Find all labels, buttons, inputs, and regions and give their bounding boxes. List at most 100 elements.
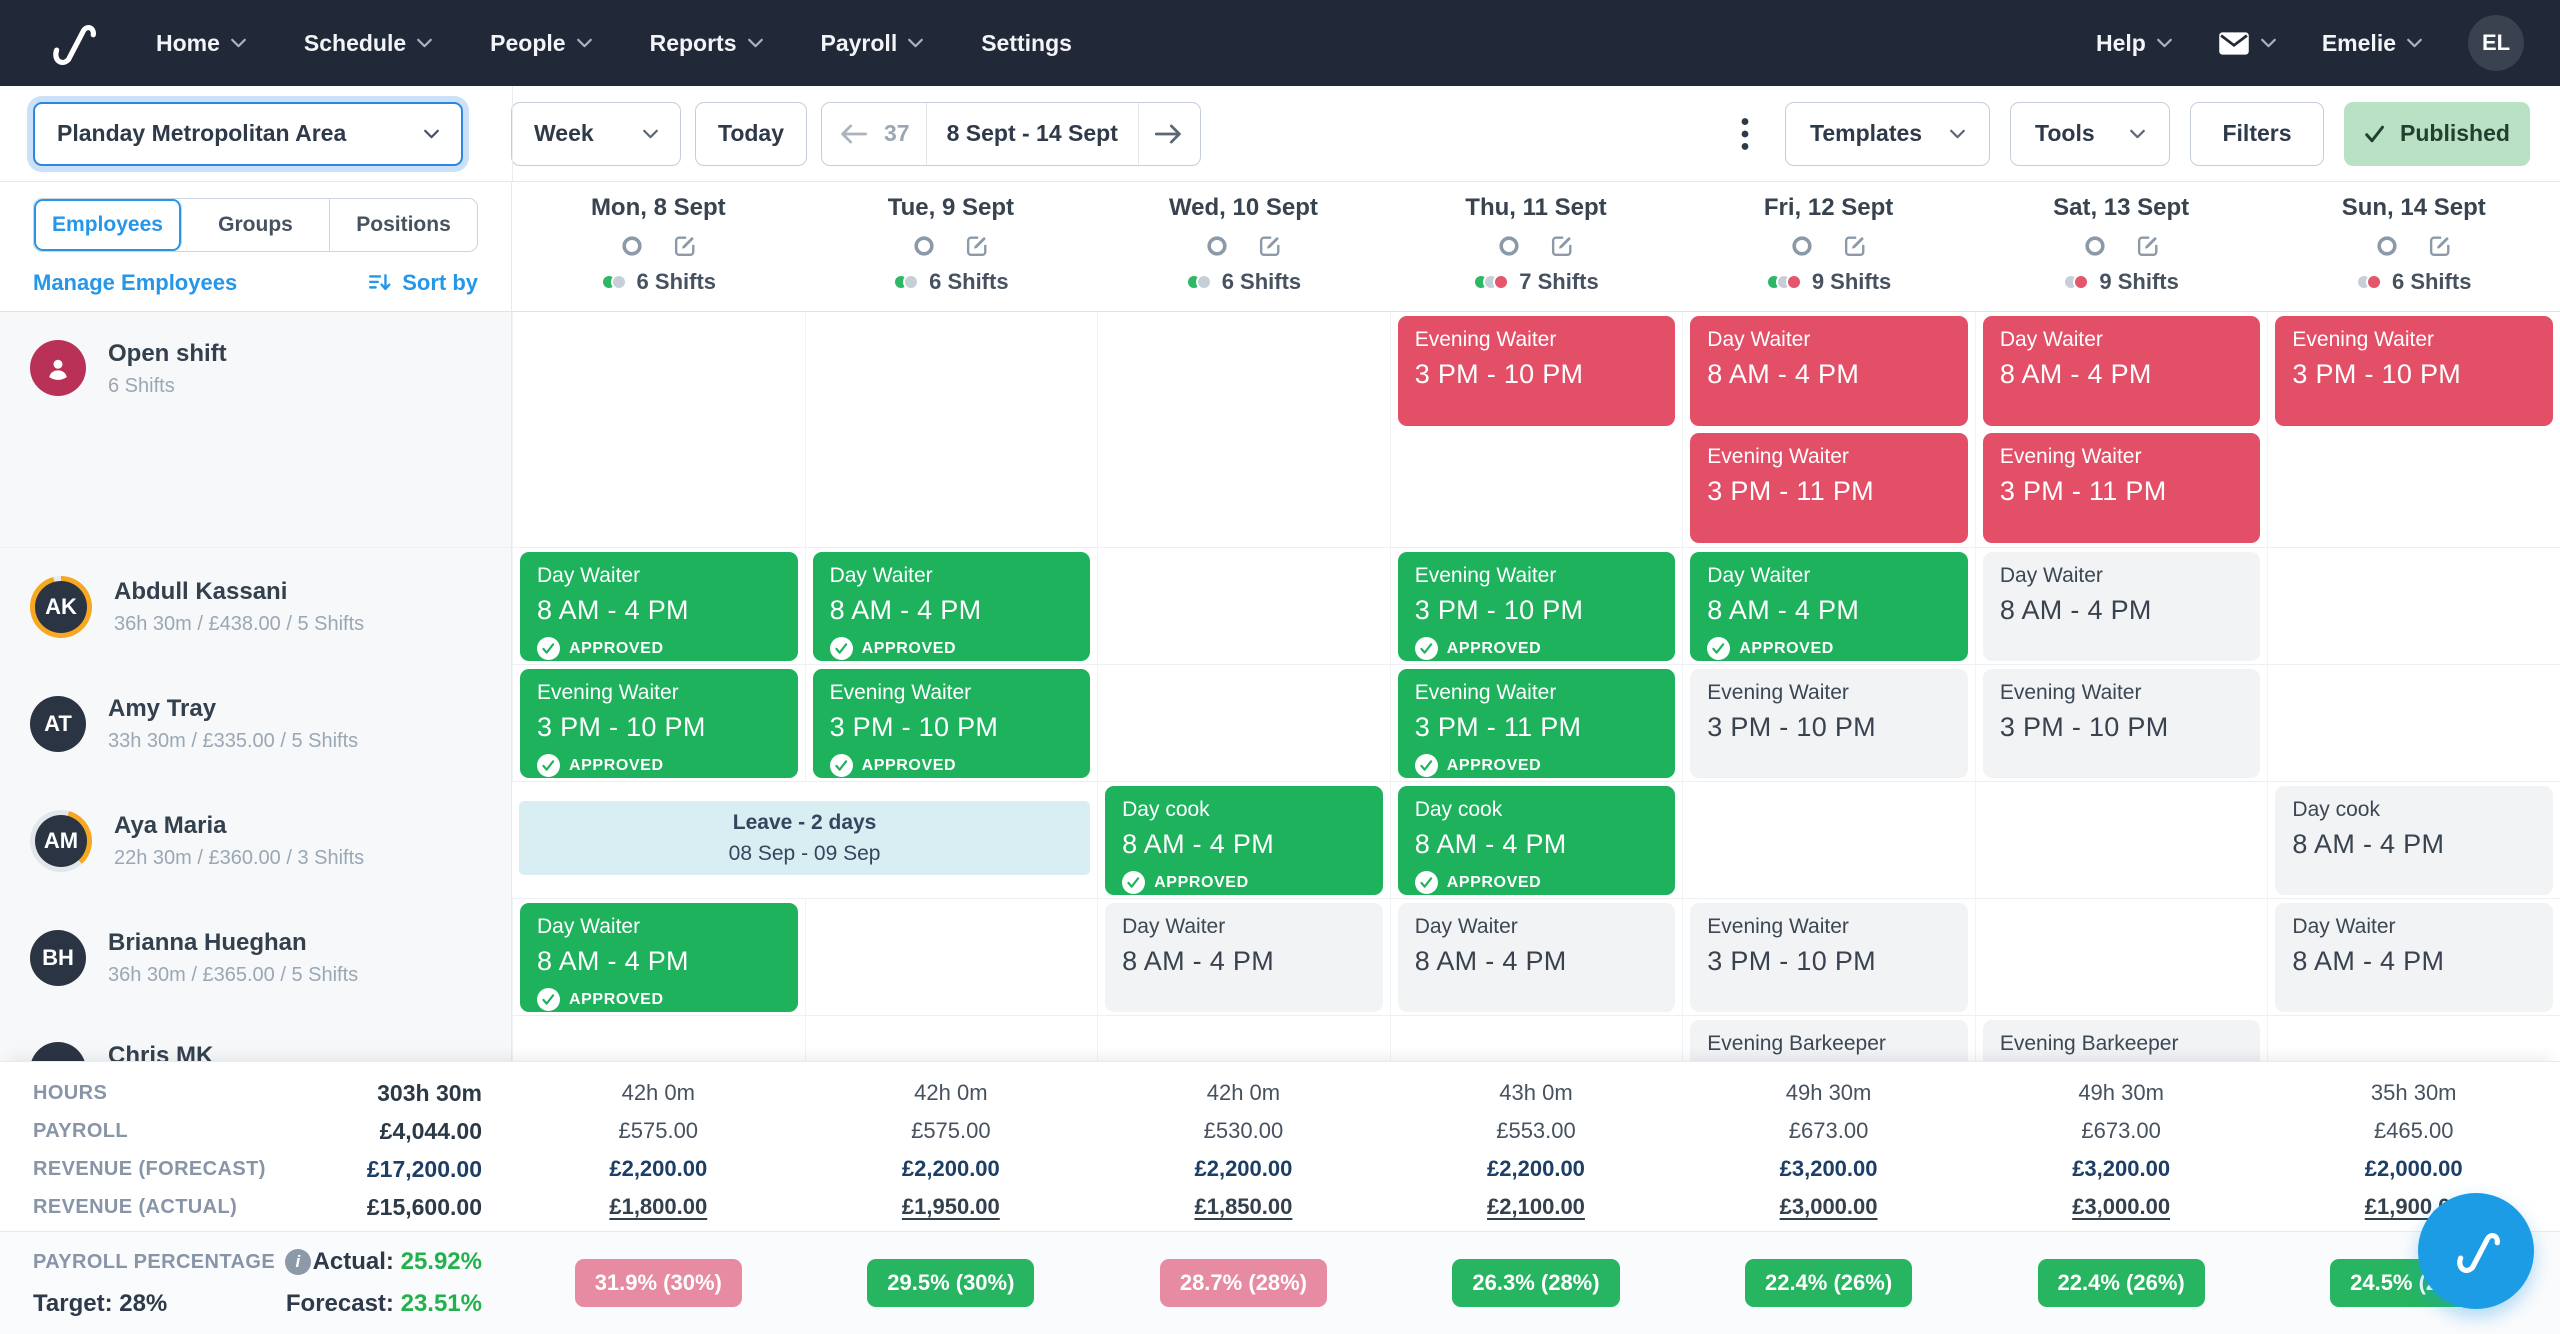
planday-logo-icon[interactable] — [36, 15, 108, 71]
visibility-icon[interactable] — [618, 232, 645, 259]
tab-groups[interactable]: Groups — [182, 199, 330, 251]
messages-menu[interactable] — [2218, 31, 2276, 56]
shift-cell[interactable]: Day Waiter 8 AM - 4 PM APPROVED — [512, 899, 805, 1016]
shift-card[interactable]: Evening Waiter 3 PM - 10 PM APPROVED — [812, 669, 1091, 778]
shift-cell[interactable]: Day Waiter 8 AM - 4 PM — [1097, 899, 1390, 1016]
sort-by-link[interactable]: Sort by — [368, 270, 478, 296]
shift-cell[interactable] — [512, 1016, 805, 1061]
shift-cell[interactable]: Evening Waiter 3 PM - 10 PM APPROVED — [804, 665, 1098, 782]
shift-cell[interactable] — [1974, 782, 2268, 899]
edit-day-icon[interactable] — [964, 232, 991, 259]
shift-cell[interactable]: Evening Waiter 3 PM - 10 PM — [1682, 899, 1975, 1016]
visibility-icon[interactable] — [1496, 232, 1523, 259]
visibility-icon[interactable] — [2081, 232, 2108, 259]
open-shift-card[interactable]: Day Waiter 8 AM - 4 PM — [1982, 316, 2261, 426]
planday-fab[interactable] — [2418, 1193, 2534, 1309]
actual-revenue-link[interactable]: £3,000.00 — [1779, 1194, 1878, 1219]
shift-cell[interactable]: Evening Waiter 3 PM - 10 PM — [1389, 312, 1683, 547]
shift-card[interactable]: Day Waiter 8 AM - 4 PM APPROVED — [520, 903, 798, 1012]
shift-card[interactable]: Day Waiter 8 AM - 4 PM — [1397, 903, 1676, 1012]
open-shift-card[interactable]: Evening Waiter 3 PM - 10 PM — [2275, 316, 2553, 426]
nav-item-payroll[interactable]: Payroll — [821, 30, 924, 57]
shift-cell[interactable]: Day Waiter 8 AM - 4 PM Evening Waiter 3 PM… — [1682, 312, 1975, 547]
employee-row-header[interactable]: AT Amy Tray 33h 30m / £335.00 / 5 Shifts — [0, 665, 512, 782]
shift-cell[interactable]: Day Waiter 8 AM - 4 PM — [1389, 899, 1683, 1016]
department-select[interactable]: Planday Metropolitan Area — [33, 101, 463, 166]
actual-revenue-link[interactable]: £1,800.00 — [609, 1194, 708, 1219]
shift-card[interactable]: Day Waiter 8 AM - 4 PM APPROVED — [520, 552, 798, 661]
shift-cell[interactable] — [804, 312, 1098, 547]
open-shift-card[interactable]: Day Waiter 8 AM - 4 PM — [1690, 316, 1968, 426]
shift-cell[interactable]: Evening Waiter 3 PM - 10 PM — [1974, 665, 2268, 782]
shift-card[interactable]: Day Waiter 8 AM - 4 PM APPROVED — [1690, 552, 1968, 661]
shift-card[interactable]: Day Waiter 8 AM - 4 PM — [1982, 552, 2261, 661]
shift-cell[interactable]: Evening Waiter 3 PM - 10 PM — [1682, 665, 1975, 782]
shift-cell[interactable] — [1097, 665, 1390, 782]
shift-cell[interactable]: Evening Waiter 3 PM - 10 PM — [2267, 312, 2560, 547]
shift-cell[interactable]: Day Waiter 8 AM - 4 PM — [1974, 548, 2268, 665]
view-mode-select[interactable]: Week — [511, 101, 681, 166]
shift-card[interactable]: Day Waiter 8 AM - 4 PM — [1105, 903, 1383, 1012]
shift-cell[interactable]: Evening Barkeeper — [1974, 1016, 2268, 1061]
shift-card[interactable]: Day Waiter 8 AM - 4 PM APPROVED — [812, 552, 1091, 661]
shift-cell[interactable]: Evening Waiter 3 PM - 11 PM APPROVED — [1389, 665, 1683, 782]
shift-cell[interactable]: Day cook 8 AM - 4 PM APPROVED — [1097, 782, 1390, 899]
shift-cell[interactable]: Day Waiter 8 AM - 4 PM APPROVED — [512, 548, 805, 665]
shift-cell[interactable] — [1097, 548, 1390, 665]
edit-day-icon[interactable] — [1842, 232, 1869, 259]
shift-card[interactable]: Day Waiter 8 AM - 4 PM — [2275, 903, 2553, 1012]
shift-cell[interactable] — [2267, 1016, 2560, 1061]
shift-cell[interactable] — [1974, 899, 2268, 1016]
shift-card[interactable]: Evening Waiter 3 PM - 10 PM — [1690, 669, 1968, 778]
edit-day-icon[interactable] — [2427, 232, 2454, 259]
employee-row-header[interactable]: AK Abdull Kassani 36h 30m / £438.00 / 5 S… — [0, 548, 512, 665]
shift-cell[interactable] — [1097, 1016, 1390, 1061]
actual-revenue-link[interactable]: £1,850.00 — [1194, 1194, 1293, 1219]
visibility-icon[interactable] — [911, 232, 938, 259]
open-shift-card[interactable]: Evening Waiter 3 PM - 11 PM — [1690, 433, 1968, 543]
date-range[interactable]: 8 Sept - 14 Sept — [925, 102, 1138, 165]
shift-cell[interactable] — [804, 899, 1098, 1016]
employee-row-header[interactable]: BH Brianna Hueghan 36h 30m / £365.00 / 5 … — [0, 899, 512, 1016]
shift-card[interactable]: Evening Waiter 3 PM - 10 PM APPROVED — [520, 669, 798, 778]
employee-row-header[interactable]: Chris MK — [0, 1016, 512, 1061]
shift-card[interactable]: Evening Barkeeper — [1982, 1020, 2261, 1061]
shift-cell[interactable]: Evening Waiter 3 PM - 10 PM APPROVED — [1389, 548, 1683, 665]
shift-cell[interactable] — [2267, 665, 2560, 782]
tab-positions[interactable]: Positions — [356, 213, 451, 236]
shift-cell[interactable]: Evening Barkeeper — [1682, 1016, 1975, 1061]
shift-cell[interactable] — [2267, 548, 2560, 665]
actual-revenue-link[interactable]: £3,000.00 — [2072, 1194, 2171, 1219]
shift-card[interactable]: Evening Barkeeper — [1690, 1020, 1968, 1061]
shift-cell[interactable]: Day cook 8 AM - 4 PM — [2267, 782, 2560, 899]
shift-cell[interactable]: Day Waiter 8 AM - 4 PM Evening Waiter 3 PM… — [1974, 312, 2268, 547]
edit-day-icon[interactable] — [2134, 232, 2161, 259]
actual-revenue-link[interactable]: £1,950.00 — [901, 1194, 1000, 1219]
edit-day-icon[interactable] — [1256, 232, 1283, 259]
visibility-icon[interactable] — [1789, 232, 1816, 259]
actual-revenue-link[interactable]: £2,100.00 — [1487, 1194, 1585, 1219]
open-shift-card[interactable]: Evening Waiter 3 PM - 10 PM — [1397, 316, 1676, 426]
shift-cell[interactable]: Day cook 8 AM - 4 PM APPROVED — [1389, 782, 1683, 899]
more-options-icon[interactable] — [1725, 102, 1765, 166]
open-shift-row-header[interactable]: Open shift 6 Shifts — [0, 312, 512, 547]
today-button[interactable]: Today — [695, 101, 807, 166]
shift-card[interactable]: Day cook 8 AM - 4 PM APPROVED — [1105, 786, 1383, 895]
nav-item-settings[interactable]: Settings — [981, 29, 1072, 56]
filters-button[interactable]: Filters — [2190, 101, 2324, 166]
visibility-icon[interactable] — [1203, 232, 1230, 259]
shift-cell[interactable] — [512, 312, 805, 547]
employee-row-header[interactable]: AM Aya Maria 22h 30m / £360.00 / 3 Shifts — [0, 782, 512, 899]
shift-cell[interactable]: Evening Waiter 3 PM - 10 PM APPROVED — [512, 665, 805, 782]
user-avatar[interactable]: EL — [2468, 15, 2524, 71]
visibility-icon[interactable] — [2374, 232, 2401, 259]
shift-cell[interactable]: Day Waiter 8 AM - 4 PM APPROVED — [804, 548, 1098, 665]
edit-day-icon[interactable] — [1549, 232, 1576, 259]
shift-cell[interactable] — [1682, 782, 1975, 899]
published-button[interactable]: Published — [2344, 101, 2530, 166]
edit-day-icon[interactable] — [671, 232, 698, 259]
shift-card[interactable]: Day cook 8 AM - 4 PM — [2275, 786, 2553, 895]
shift-card[interactable]: Evening Waiter 3 PM - 10 PM — [1690, 903, 1968, 1012]
nav-item-schedule[interactable]: Schedule — [304, 30, 433, 57]
shift-card[interactable]: Evening Waiter 3 PM - 10 PM — [1982, 669, 2261, 778]
